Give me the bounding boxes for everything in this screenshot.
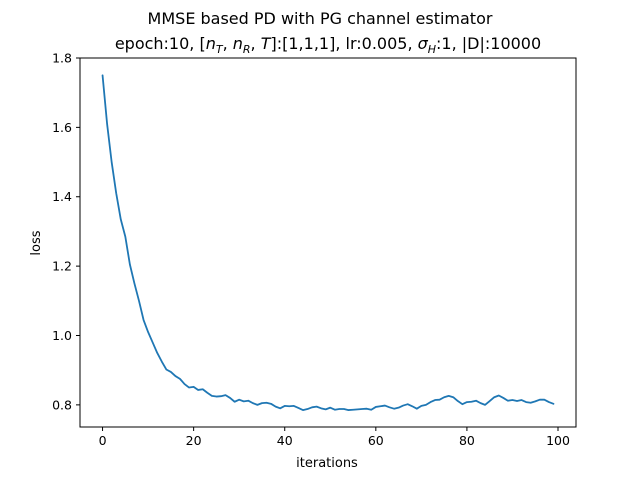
x-tick-label: 60 [368, 433, 384, 448]
title-var-3: T [261, 34, 272, 53]
y-axis-label: loss [29, 230, 44, 255]
y-tick-label: 1.8 [52, 51, 72, 66]
x-tick-label: 0 [99, 433, 107, 448]
x-tick-label: 80 [459, 433, 475, 448]
chart-title-line2: epoch:10, [nT, nR, T]:[1,1,1], lr:0.005,… [115, 34, 541, 56]
axes-frame [79, 57, 577, 428]
title-sub-2: R [243, 43, 251, 56]
title-var-2: n [233, 34, 243, 53]
y-tick-label: 1.0 [52, 328, 72, 343]
chart-title-line1: MMSE based PD with PG channel estimator [148, 9, 493, 28]
x-tick-label: 20 [186, 433, 202, 448]
title-sub-1: T [216, 43, 224, 56]
y-tick-label: 1.6 [52, 120, 72, 135]
y-tick-label: 0.8 [52, 397, 72, 412]
title-mid: ]:[1,1,1], lr:0.005, [271, 34, 418, 53]
title-var-1: n [206, 34, 216, 53]
x-tick-label: 40 [277, 433, 293, 448]
y-tick-label: 1.2 [52, 259, 72, 274]
title-sigma: σ [418, 34, 429, 53]
x-tick-label: 100 [546, 433, 570, 448]
title-suffix: :1, |D|:10000 [436, 34, 541, 53]
title-prefix: epoch:10, [ [115, 34, 206, 53]
x-axis-label: iterations [296, 456, 358, 471]
title-sigma-sub: H [428, 43, 436, 56]
series-line-loss [101, 74, 555, 411]
axis-ticks: 0 20 40 60 80 100 0.8 1.0 1.2 1.4 1.6 1.8 [52, 51, 570, 449]
y-tick-label: 1.4 [52, 189, 72, 204]
